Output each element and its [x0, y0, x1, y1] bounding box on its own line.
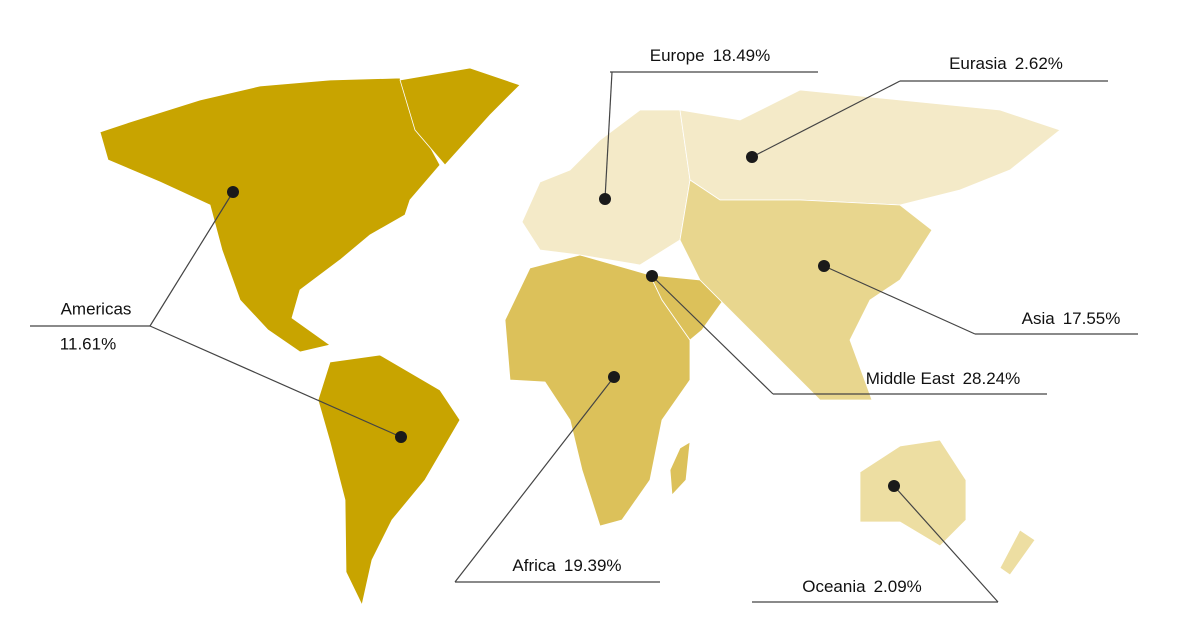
- region-name: Europe: [650, 46, 705, 65]
- region-labels: Americas 11.61% Europe 18.49% Eurasia 2.62% As…: [30, 46, 1138, 603]
- leader-line: [149, 325, 402, 438]
- region-share: 17.55%: [1063, 309, 1121, 328]
- region-label: Middle East 28.24%: [866, 369, 1021, 388]
- leader-line: [893, 485, 999, 603]
- leader-line: [651, 275, 774, 395]
- region-dot: [646, 270, 658, 282]
- new-zealand: [999, 529, 1036, 576]
- continents: [99, 67, 1061, 607]
- leader-line: [604, 71, 613, 200]
- region-share: 28.24%: [963, 369, 1021, 388]
- south-america: [317, 354, 461, 607]
- region-dot: [608, 371, 620, 383]
- asia: [679, 179, 933, 401]
- region-label: Africa 19.39%: [512, 556, 621, 575]
- region-name: Oceania: [802, 577, 866, 596]
- region-share: 18.49%: [713, 46, 771, 65]
- leader-line: [149, 191, 234, 327]
- region-label: Europe 18.49%: [650, 46, 771, 65]
- region-share: 2.09%: [874, 577, 922, 596]
- region-dot: [818, 260, 830, 272]
- region-name: Americas: [61, 299, 132, 318]
- region-name: Asia: [1022, 309, 1056, 328]
- greenland: [399, 67, 521, 166]
- region-share: 2.62%: [1015, 54, 1063, 73]
- region-name: Eurasia: [949, 54, 1007, 73]
- region-dot: [227, 186, 239, 198]
- region-share: 19.39%: [564, 556, 622, 575]
- madagascar: [669, 441, 691, 496]
- region-dot: [888, 480, 900, 492]
- leader-line: [454, 376, 615, 583]
- region-label: Oceania 2.09%: [802, 577, 922, 596]
- north-america: [99, 77, 441, 353]
- leader-line: [823, 265, 976, 335]
- region-dot: [746, 151, 758, 163]
- eurasia: [679, 89, 1061, 206]
- australia: [859, 439, 967, 547]
- region-name: Africa: [512, 556, 556, 575]
- region-name: Middle East: [866, 369, 955, 388]
- region-dot: [599, 193, 611, 205]
- region-dot: [395, 431, 407, 443]
- region-share: 11.61%: [60, 334, 116, 353]
- region-label: Asia 17.55%: [1022, 309, 1121, 328]
- region-label: Eurasia 2.62%: [949, 54, 1063, 73]
- leader-line: [751, 80, 901, 158]
